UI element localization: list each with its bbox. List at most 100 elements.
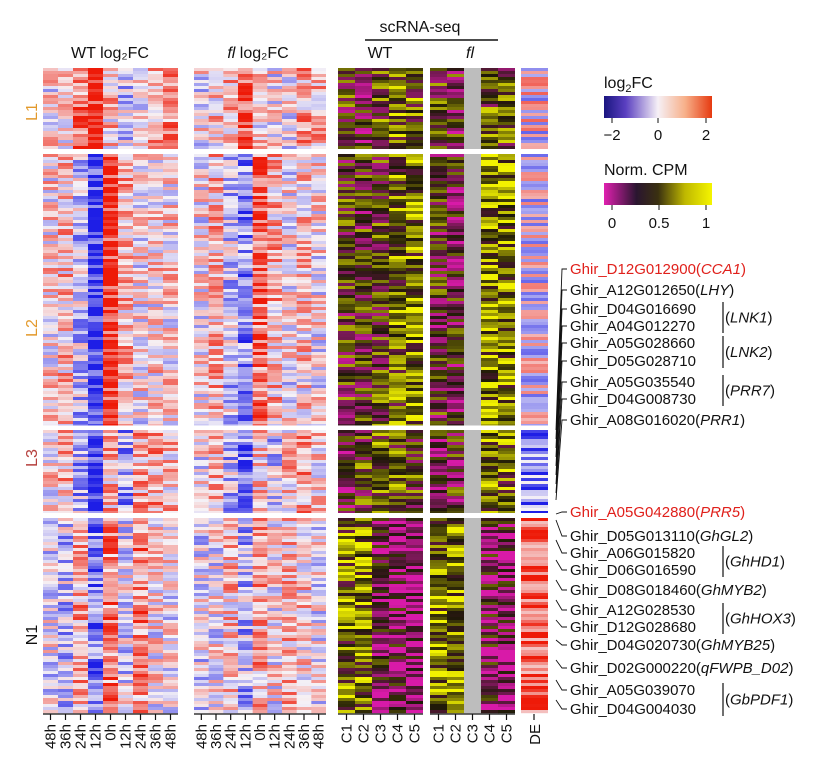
fc-cell — [163, 496, 179, 500]
fc-cell — [282, 493, 297, 497]
fc-cell — [238, 172, 253, 176]
fc-cell — [194, 169, 209, 173]
fc-cell — [223, 128, 239, 132]
cpm-cell — [406, 536, 424, 540]
cpm-cell — [389, 527, 407, 531]
fc-cell — [103, 394, 119, 398]
fc-cell — [238, 232, 253, 236]
fc-cell — [133, 92, 149, 96]
fc-cell — [267, 316, 283, 320]
fc-cell — [238, 134, 253, 138]
fc-cell — [73, 499, 89, 503]
fc-cell — [208, 95, 224, 99]
fc-cell — [163, 169, 179, 173]
fc-cell — [58, 557, 74, 561]
cpm-cell — [389, 508, 407, 512]
fc-cell — [282, 160, 297, 164]
fc-cell — [194, 448, 209, 452]
fc-cell — [88, 524, 104, 528]
fc-cell — [88, 140, 104, 144]
cpm-cell — [389, 214, 407, 218]
cpm-cell — [355, 409, 373, 413]
fc-cell — [148, 256, 164, 260]
fc-cell — [163, 521, 179, 525]
fc-cell — [58, 349, 74, 353]
fc-cell — [252, 181, 268, 185]
fc-cell — [43, 391, 59, 395]
fc-cell — [208, 508, 224, 512]
fc-cell — [267, 271, 283, 275]
cpm-cell — [498, 119, 516, 123]
fc-cell — [58, 493, 74, 497]
fc-cell — [282, 77, 297, 81]
fc-cell — [43, 617, 59, 621]
fc-cell — [208, 496, 224, 500]
fc-cell — [194, 322, 209, 326]
fc-cell — [88, 211, 104, 215]
fc-cell — [238, 346, 253, 350]
fc-cell — [296, 125, 312, 129]
cpm-cell — [406, 83, 424, 87]
fc-cell — [88, 322, 104, 326]
fc-cell — [296, 184, 312, 188]
cpm-cell — [338, 352, 356, 356]
fc-cell — [267, 71, 283, 75]
fc-cell — [163, 388, 179, 392]
fc-cell — [148, 638, 164, 642]
cpm-cell — [389, 259, 407, 263]
cpm-cell — [389, 119, 407, 123]
fc-cell — [252, 137, 268, 141]
cpm-cell — [389, 451, 407, 455]
cpm-cell — [389, 304, 407, 308]
fc-cell — [133, 445, 149, 449]
fc-cell — [88, 505, 104, 509]
fc-cell — [208, 295, 224, 299]
fc-cell — [148, 86, 164, 90]
fc-cell — [238, 548, 253, 552]
fc-cell — [148, 95, 164, 99]
fc-cell — [208, 110, 224, 114]
fc-cell — [194, 674, 209, 678]
fc-cell — [194, 614, 209, 618]
cluster-label-l2: L2 — [24, 319, 41, 337]
fc-cell — [58, 490, 74, 494]
cpm-cell — [430, 101, 448, 105]
cpm-cell — [355, 505, 373, 509]
fc-cell — [296, 650, 312, 654]
fc-cell — [43, 403, 59, 407]
fc-cell — [58, 433, 74, 437]
fc-cell — [296, 181, 312, 185]
fc-cell — [252, 95, 268, 99]
fc-cell — [118, 376, 134, 380]
fc-cell — [58, 68, 74, 72]
fc-cell — [194, 157, 209, 161]
scrna-fl-heatmap — [430, 68, 516, 714]
fc-cell — [296, 217, 312, 221]
fc-cell — [133, 701, 149, 705]
fc-cell — [88, 328, 104, 332]
fc-cell — [238, 184, 253, 188]
fc-cell — [118, 641, 134, 645]
fc-cell — [103, 196, 119, 200]
fc-cell — [194, 116, 209, 120]
fc-cell — [238, 98, 253, 102]
cpm-cell — [406, 689, 424, 693]
fc-cell — [88, 388, 104, 392]
fc-cell — [88, 352, 104, 356]
fc-cell — [208, 647, 224, 651]
fc-cell — [282, 638, 297, 642]
cpm-cell — [389, 641, 407, 645]
fc-cell — [103, 370, 119, 374]
fc-cell — [311, 557, 327, 561]
cpm-cell — [498, 134, 516, 138]
fc-cell — [267, 343, 283, 347]
fc-cell — [223, 125, 239, 129]
cpm-cell — [338, 295, 356, 299]
fc-cell — [103, 178, 119, 182]
fc-cell — [148, 629, 164, 633]
cpm-cell — [389, 545, 407, 549]
fc-cell — [311, 391, 327, 395]
fc-cell — [163, 250, 179, 254]
fc-cell — [133, 460, 149, 464]
cpm-cell — [355, 448, 373, 452]
